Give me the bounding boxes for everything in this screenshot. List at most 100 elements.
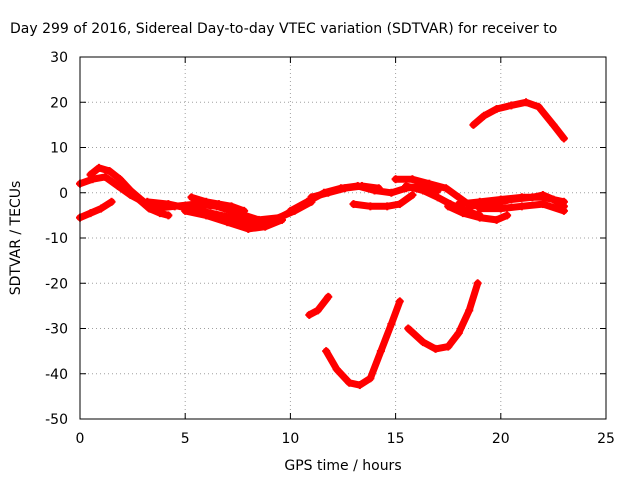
data-point	[366, 374, 375, 383]
data-point	[408, 175, 417, 184]
grid	[80, 57, 606, 419]
data-point	[214, 200, 223, 209]
data-point	[418, 186, 427, 195]
data-point	[101, 172, 110, 181]
x-tick-label: 20	[492, 431, 510, 447]
data-point	[305, 310, 314, 319]
data-point	[404, 324, 413, 333]
data-point	[145, 204, 154, 213]
x-tick-label: 15	[387, 431, 405, 447]
data-point	[134, 195, 143, 204]
data-point	[86, 209, 95, 218]
data-point	[391, 175, 400, 184]
y-tick-label: 0	[59, 186, 68, 202]
series-line-arc-7	[135, 196, 172, 219]
data-point	[444, 202, 453, 211]
data-point	[383, 202, 392, 211]
data-point	[538, 193, 547, 202]
data-point	[492, 105, 501, 114]
y-tick-label: 10	[50, 141, 68, 157]
data-point	[357, 181, 366, 190]
data-point	[549, 120, 558, 129]
y-tick-label: 30	[50, 50, 68, 66]
data-point	[94, 163, 103, 172]
data-point	[181, 206, 190, 215]
data-point	[444, 342, 453, 351]
data-point	[473, 279, 482, 288]
series-line-arc-21	[404, 279, 482, 353]
data-point	[345, 378, 354, 387]
data-point	[303, 197, 312, 206]
data-point	[113, 181, 122, 190]
data-point	[324, 292, 333, 301]
data-point	[105, 167, 114, 176]
data-point	[475, 213, 484, 222]
y-tick-label: -30	[45, 322, 68, 338]
data-point	[277, 215, 286, 224]
data-point	[387, 319, 396, 328]
data-point	[425, 179, 434, 188]
data-point	[431, 344, 440, 353]
data-point	[355, 381, 364, 390]
data-point	[115, 175, 124, 184]
data-point	[538, 200, 547, 209]
data-point	[313, 306, 322, 315]
y-tick-label: -20	[45, 276, 68, 292]
data-point	[454, 200, 463, 209]
data-point	[223, 218, 232, 227]
data-point	[522, 98, 531, 107]
series-line-arc-20	[322, 297, 404, 389]
data-point	[458, 209, 467, 218]
data-point	[454, 329, 463, 338]
data-point	[517, 202, 526, 211]
data-point	[349, 200, 358, 209]
x-tick-label: 10	[281, 431, 299, 447]
data-point	[374, 184, 383, 193]
data-point	[332, 365, 341, 374]
data-point	[475, 204, 484, 213]
data-point	[402, 181, 411, 190]
x-tick-label: 5	[181, 431, 190, 447]
data-point	[507, 101, 516, 110]
data-point	[170, 202, 179, 211]
y-axis-label: SDTVAR / TECUs	[8, 181, 24, 296]
data-point	[227, 202, 236, 211]
data-point	[496, 204, 505, 213]
data-point	[240, 206, 249, 215]
data-point	[469, 120, 478, 129]
data-point	[164, 211, 173, 220]
data-point	[559, 134, 568, 143]
series-layer	[76, 98, 568, 390]
data-point	[107, 197, 116, 206]
y-tick-label: -50	[45, 412, 68, 428]
data-point	[254, 215, 263, 224]
data-point	[492, 215, 501, 224]
data-point	[559, 206, 568, 215]
data-point	[442, 184, 451, 193]
data-point	[395, 297, 404, 306]
x-axis-label: GPS time / hours	[284, 458, 401, 474]
data-point	[559, 197, 568, 206]
data-point	[187, 193, 196, 202]
x-tick-label: 25	[597, 431, 615, 447]
data-point	[475, 197, 484, 206]
series-line-arc-18	[469, 98, 568, 142]
data-point	[418, 338, 427, 347]
data-point	[86, 170, 95, 179]
data-point	[286, 206, 295, 215]
data-point	[324, 188, 333, 197]
data-point	[534, 102, 543, 111]
data-point	[366, 202, 375, 211]
data-point	[479, 111, 488, 120]
data-point	[244, 224, 253, 233]
series-line-arc-3	[76, 198, 116, 222]
series-line-arc-19	[305, 293, 332, 319]
data-point	[322, 347, 331, 356]
data-point	[155, 209, 164, 218]
data-point	[307, 193, 316, 202]
x-tick-label: 0	[76, 431, 85, 447]
y-tick-label: -10	[45, 231, 68, 247]
plot-frame	[79, 56, 607, 420]
data-point	[202, 211, 211, 220]
